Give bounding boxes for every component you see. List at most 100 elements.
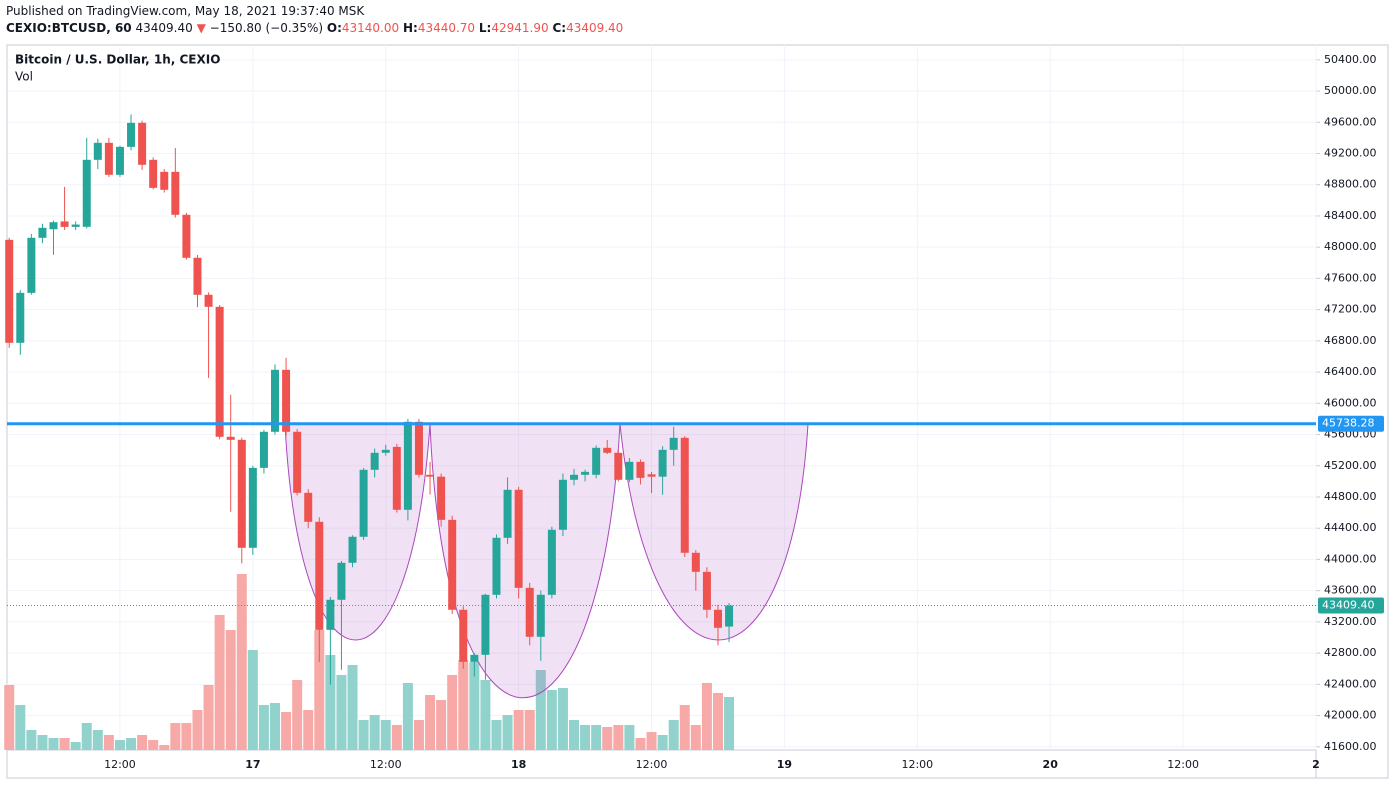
candle-body bbox=[271, 369, 280, 432]
candle-body bbox=[448, 519, 457, 610]
candle-body bbox=[27, 237, 36, 293]
candle-body bbox=[93, 142, 102, 160]
volume-bar bbox=[668, 720, 679, 750]
last: 43409.40 bbox=[135, 21, 193, 35]
volume-bar bbox=[447, 675, 458, 750]
volume-legend: Vol bbox=[15, 70, 33, 84]
volume-bar bbox=[425, 695, 436, 750]
volume-bar bbox=[225, 630, 236, 750]
candle-body bbox=[115, 146, 124, 175]
volume-bar bbox=[369, 715, 380, 750]
candles bbox=[5, 114, 734, 685]
x-tick-label: 17 bbox=[245, 758, 260, 771]
volume-bar bbox=[203, 685, 214, 750]
candle-body bbox=[558, 479, 567, 530]
candle-body bbox=[437, 476, 446, 520]
o-key: O: bbox=[326, 21, 342, 35]
h-key: H: bbox=[402, 21, 418, 35]
volume-bar bbox=[624, 725, 635, 750]
candle-body bbox=[38, 227, 47, 238]
volume-bar bbox=[48, 738, 59, 750]
candle-body bbox=[348, 536, 357, 563]
volume-bar bbox=[159, 745, 170, 750]
candle-body bbox=[603, 447, 612, 453]
y-tick-label: 47200.00 bbox=[1324, 303, 1377, 316]
volume-bar bbox=[712, 693, 723, 750]
candle-body bbox=[49, 222, 58, 230]
price-tag bbox=[1318, 415, 1384, 432]
candle-body bbox=[337, 562, 346, 600]
volume-bar bbox=[303, 710, 314, 750]
y-tick-label: 49600.00 bbox=[1324, 115, 1377, 128]
volume-bar bbox=[236, 574, 247, 750]
candle-body bbox=[315, 521, 324, 630]
volume-bar bbox=[37, 735, 48, 750]
x-tick-label: 12:00 bbox=[636, 758, 668, 771]
volume-bar bbox=[148, 740, 159, 750]
y-tick-label: 48000.00 bbox=[1324, 240, 1377, 253]
volume-bar bbox=[137, 735, 148, 750]
y-tick-label: 44000.00 bbox=[1324, 552, 1377, 565]
candle-body bbox=[414, 421, 423, 475]
volume-bar bbox=[557, 688, 568, 750]
candle-body bbox=[282, 369, 291, 432]
candle-body bbox=[680, 437, 689, 553]
candle-body bbox=[536, 594, 545, 637]
candle-body bbox=[547, 529, 556, 595]
x-tick-label: 2 bbox=[1312, 758, 1320, 771]
candle-body bbox=[691, 552, 700, 572]
volume-bar bbox=[635, 738, 646, 750]
arrow: ▼ bbox=[196, 21, 206, 35]
volume-bar bbox=[92, 730, 103, 750]
y-tick-label: 43600.00 bbox=[1324, 584, 1377, 597]
candle-body bbox=[392, 446, 401, 510]
y-tick-label: 46000.00 bbox=[1324, 396, 1377, 409]
volume-bar bbox=[15, 705, 26, 750]
candle-body bbox=[104, 142, 113, 175]
x-tick-label: 12:00 bbox=[901, 758, 933, 771]
candle-body bbox=[470, 654, 479, 662]
volume-bar bbox=[347, 665, 358, 750]
candle-body bbox=[459, 609, 468, 662]
volume-bar bbox=[270, 703, 281, 750]
y-tick-label: 47600.00 bbox=[1324, 271, 1377, 284]
frame bbox=[6, 44, 1389, 779]
volume-bar bbox=[469, 662, 480, 750]
candle-body bbox=[481, 594, 490, 655]
y-tick-label: 48400.00 bbox=[1324, 209, 1377, 222]
volume-bar bbox=[413, 720, 424, 750]
volume-bar bbox=[358, 720, 369, 750]
overlays: 45738.28 43409.40 bbox=[7, 415, 1384, 614]
grid: 41600.00 42000.00 42400.00 42800.00 43200.00… bbox=[7, 45, 1377, 771]
candle-body bbox=[259, 431, 268, 468]
volume-bar bbox=[336, 675, 347, 750]
volume-bar bbox=[502, 715, 513, 750]
volume-bar bbox=[192, 710, 203, 750]
x-tick-label: 19 bbox=[777, 758, 792, 771]
volume-bar bbox=[602, 727, 613, 750]
y-tick-label: 46400.00 bbox=[1324, 365, 1377, 378]
candle-body bbox=[614, 452, 623, 480]
candle-body bbox=[702, 571, 711, 610]
y-tick-label: 42800.00 bbox=[1324, 646, 1377, 659]
candle-body bbox=[60, 221, 69, 227]
c-val: 43409.40 bbox=[566, 21, 624, 35]
y-tick-label: 46800.00 bbox=[1324, 334, 1377, 347]
candle-body bbox=[71, 224, 80, 227]
volume-bar bbox=[380, 720, 391, 750]
cup-drawings bbox=[284, 423, 809, 699]
o-val: 43140.00 bbox=[341, 21, 400, 35]
volume-bar bbox=[258, 705, 269, 750]
y-tick-label: 49200.00 bbox=[1324, 147, 1377, 160]
h-val: 43440.70 bbox=[417, 21, 476, 35]
candle-body bbox=[592, 447, 601, 475]
candle-body bbox=[193, 257, 202, 295]
candle-body bbox=[138, 122, 147, 165]
volume-bar bbox=[513, 710, 524, 750]
y-tick-label: 43200.00 bbox=[1324, 615, 1377, 628]
candle-body bbox=[581, 471, 590, 475]
volume-bar bbox=[480, 680, 491, 750]
volume-bar bbox=[214, 615, 225, 750]
candle-body bbox=[658, 449, 667, 477]
